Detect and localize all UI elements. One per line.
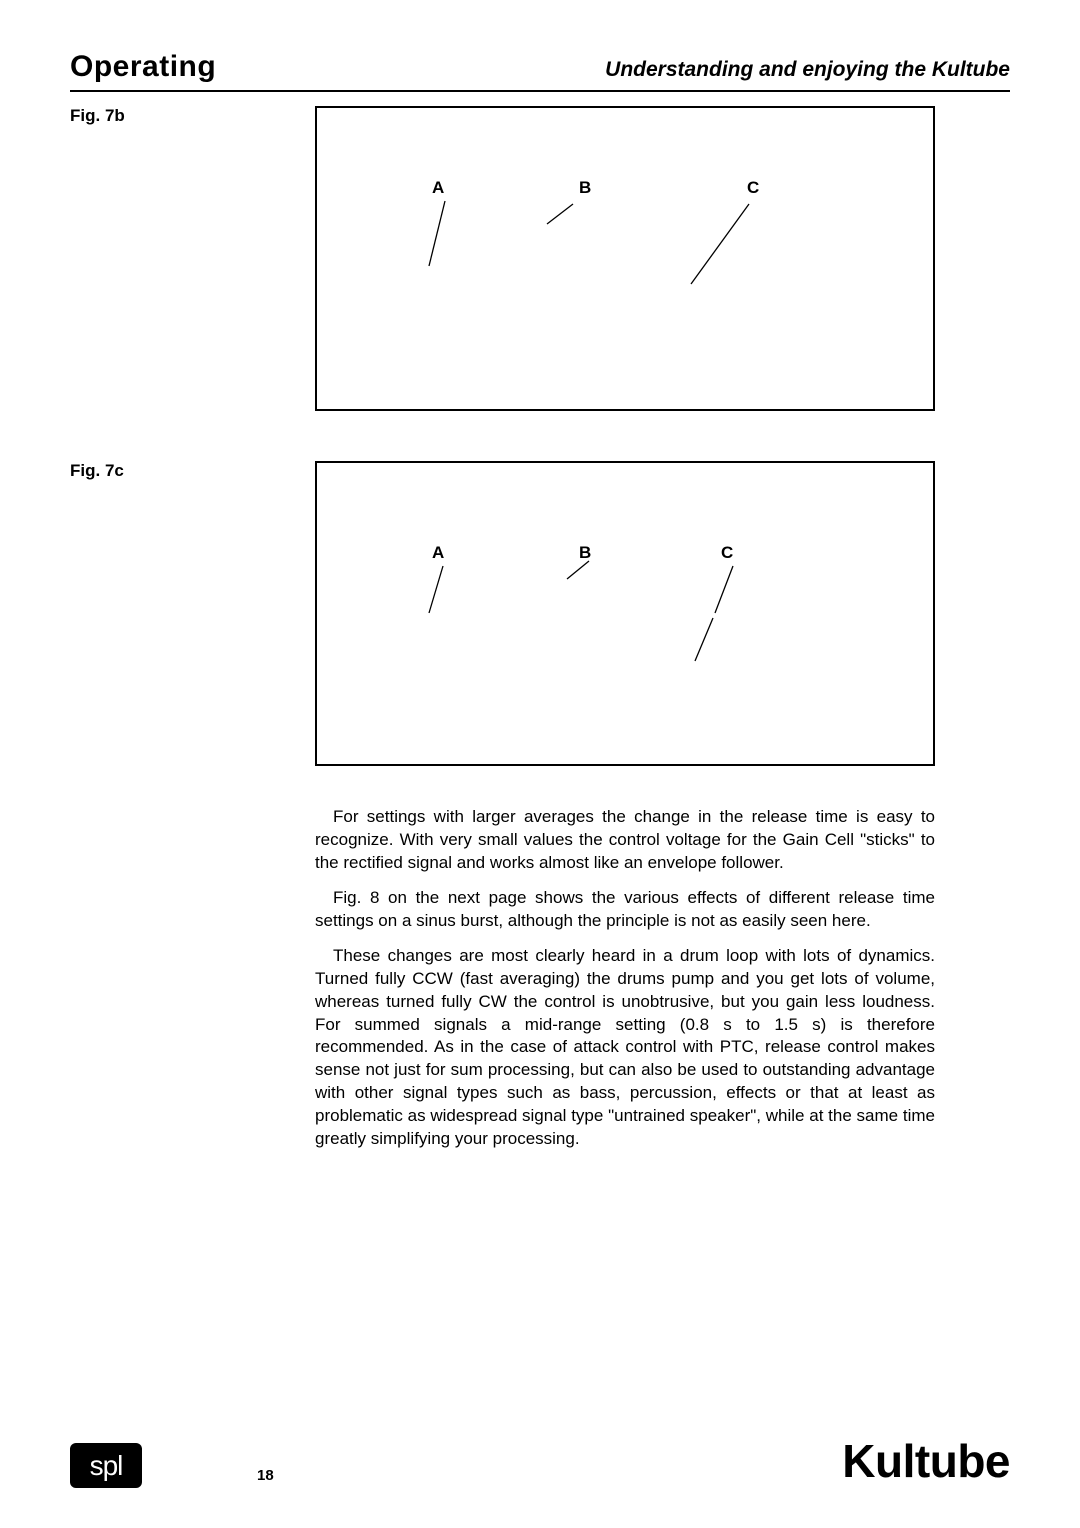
figure-7c-line-c	[317, 463, 937, 768]
header-left-title: Operating	[70, 50, 216, 84]
figure-7b-label: Fig. 7b	[70, 106, 125, 126]
figure-7b-line-c	[317, 108, 937, 413]
spl-logo: spl	[70, 1443, 142, 1488]
figure-7c-box: A B C	[315, 461, 935, 766]
page-footer: spl 18 Kultube	[70, 1434, 1010, 1488]
page-number: 18	[257, 1467, 274, 1484]
page-header: Operating Understanding and enjoying the…	[70, 50, 1010, 92]
paragraph-3: These changes are most clearly heard in …	[315, 945, 935, 1151]
figure-7b-box: A B C	[315, 106, 935, 411]
figure-7c-label: Fig. 7c	[70, 461, 124, 481]
paragraph-2: Fig. 8 on the next page shows the variou…	[315, 887, 935, 933]
header-right-subtitle: Understanding and enjoying the Kultube	[605, 58, 1010, 82]
spl-logo-text: spl	[90, 1452, 123, 1480]
body-text: For settings with larger averages the ch…	[315, 806, 935, 1163]
product-name: Kultube	[842, 1434, 1010, 1488]
paragraph-1: For settings with larger averages the ch…	[315, 806, 935, 875]
